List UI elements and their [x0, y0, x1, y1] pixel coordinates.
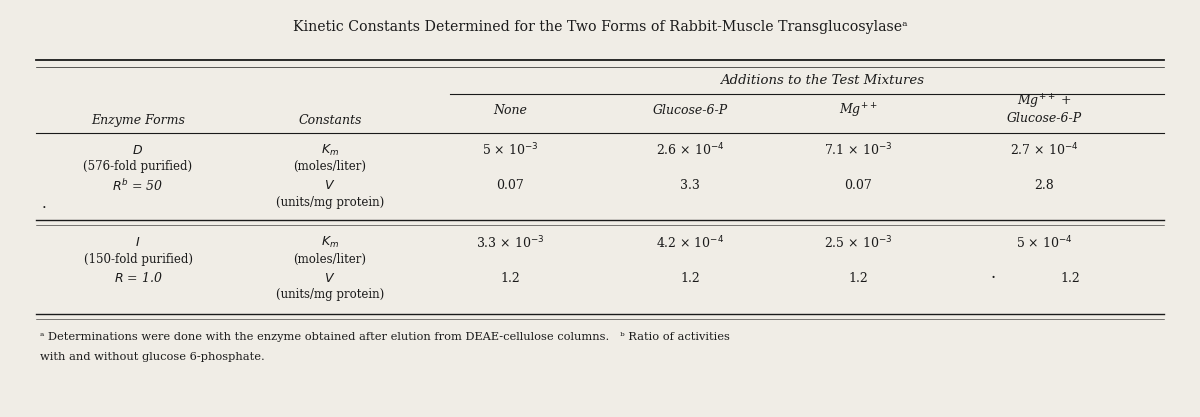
Text: Glucose-6-P: Glucose-6-P: [1007, 112, 1081, 126]
Text: 5 × 10$^{-4}$: 5 × 10$^{-4}$: [1015, 234, 1073, 251]
Text: Additions to the Test Mixtures: Additions to the Test Mixtures: [720, 73, 924, 87]
Text: $V$: $V$: [324, 271, 336, 285]
Text: Glucose-6-P: Glucose-6-P: [653, 104, 727, 117]
Text: 5 × 10$^{-3}$: 5 × 10$^{-3}$: [481, 142, 539, 158]
Text: 3.3: 3.3: [680, 179, 700, 192]
Text: ·: ·: [42, 201, 47, 216]
Text: 2.6 × 10$^{-4}$: 2.6 × 10$^{-4}$: [655, 142, 725, 158]
Text: (moles/liter): (moles/liter): [294, 253, 366, 266]
Text: (576-fold purified): (576-fold purified): [84, 160, 192, 173]
Text: 4.2 × 10$^{-4}$: 4.2 × 10$^{-4}$: [656, 234, 724, 251]
Text: (moles/liter): (moles/liter): [294, 160, 366, 173]
Text: with and without glucose 6-phosphate.: with and without glucose 6-phosphate.: [40, 352, 264, 362]
Text: ᵃ Determinations were done with the enzyme obtained after elution from DEAE-cell: ᵃ Determinations were done with the enzy…: [40, 332, 730, 342]
Text: Enzyme Forms: Enzyme Forms: [91, 114, 185, 128]
Text: (units/mg protein): (units/mg protein): [276, 196, 384, 209]
Text: 0.07: 0.07: [844, 179, 872, 192]
Text: 1.2: 1.2: [848, 271, 868, 285]
Text: 2.8: 2.8: [1034, 179, 1054, 192]
Text: ·: ·: [991, 270, 996, 286]
Text: 1.2: 1.2: [500, 271, 520, 285]
Text: Kinetic Constants Determined for the Two Forms of Rabbit-Muscle Transglucosylase: Kinetic Constants Determined for the Two…: [293, 20, 907, 34]
Text: Mg$^{++}$ +: Mg$^{++}$ +: [1016, 93, 1072, 111]
Text: $I$: $I$: [136, 236, 140, 249]
Text: None: None: [493, 104, 527, 117]
Text: 7.1 × 10$^{-3}$: 7.1 × 10$^{-3}$: [823, 142, 893, 158]
Text: 1.2: 1.2: [680, 271, 700, 285]
Text: (150-fold purified): (150-fold purified): [84, 253, 192, 266]
Text: 0.07: 0.07: [496, 179, 524, 192]
Text: $D$: $D$: [132, 143, 144, 157]
Text: (units/mg protein): (units/mg protein): [276, 288, 384, 301]
Text: 3.3 × 10$^{-3}$: 3.3 × 10$^{-3}$: [475, 234, 545, 251]
Text: $K_m$: $K_m$: [320, 235, 340, 250]
Text: Mg$^{++}$: Mg$^{++}$: [839, 101, 877, 120]
Text: $R$ = 1.0: $R$ = 1.0: [114, 271, 162, 285]
Text: $K_m$: $K_m$: [320, 143, 340, 158]
Text: 2.5 × 10$^{-3}$: 2.5 × 10$^{-3}$: [823, 234, 893, 251]
Text: $R^b$ = 50: $R^b$ = 50: [113, 178, 163, 193]
Text: 1.2: 1.2: [1061, 271, 1080, 285]
Text: Constants: Constants: [299, 114, 361, 128]
Text: 2.7 × 10$^{-4}$: 2.7 × 10$^{-4}$: [1009, 142, 1079, 158]
Text: $V$: $V$: [324, 179, 336, 192]
